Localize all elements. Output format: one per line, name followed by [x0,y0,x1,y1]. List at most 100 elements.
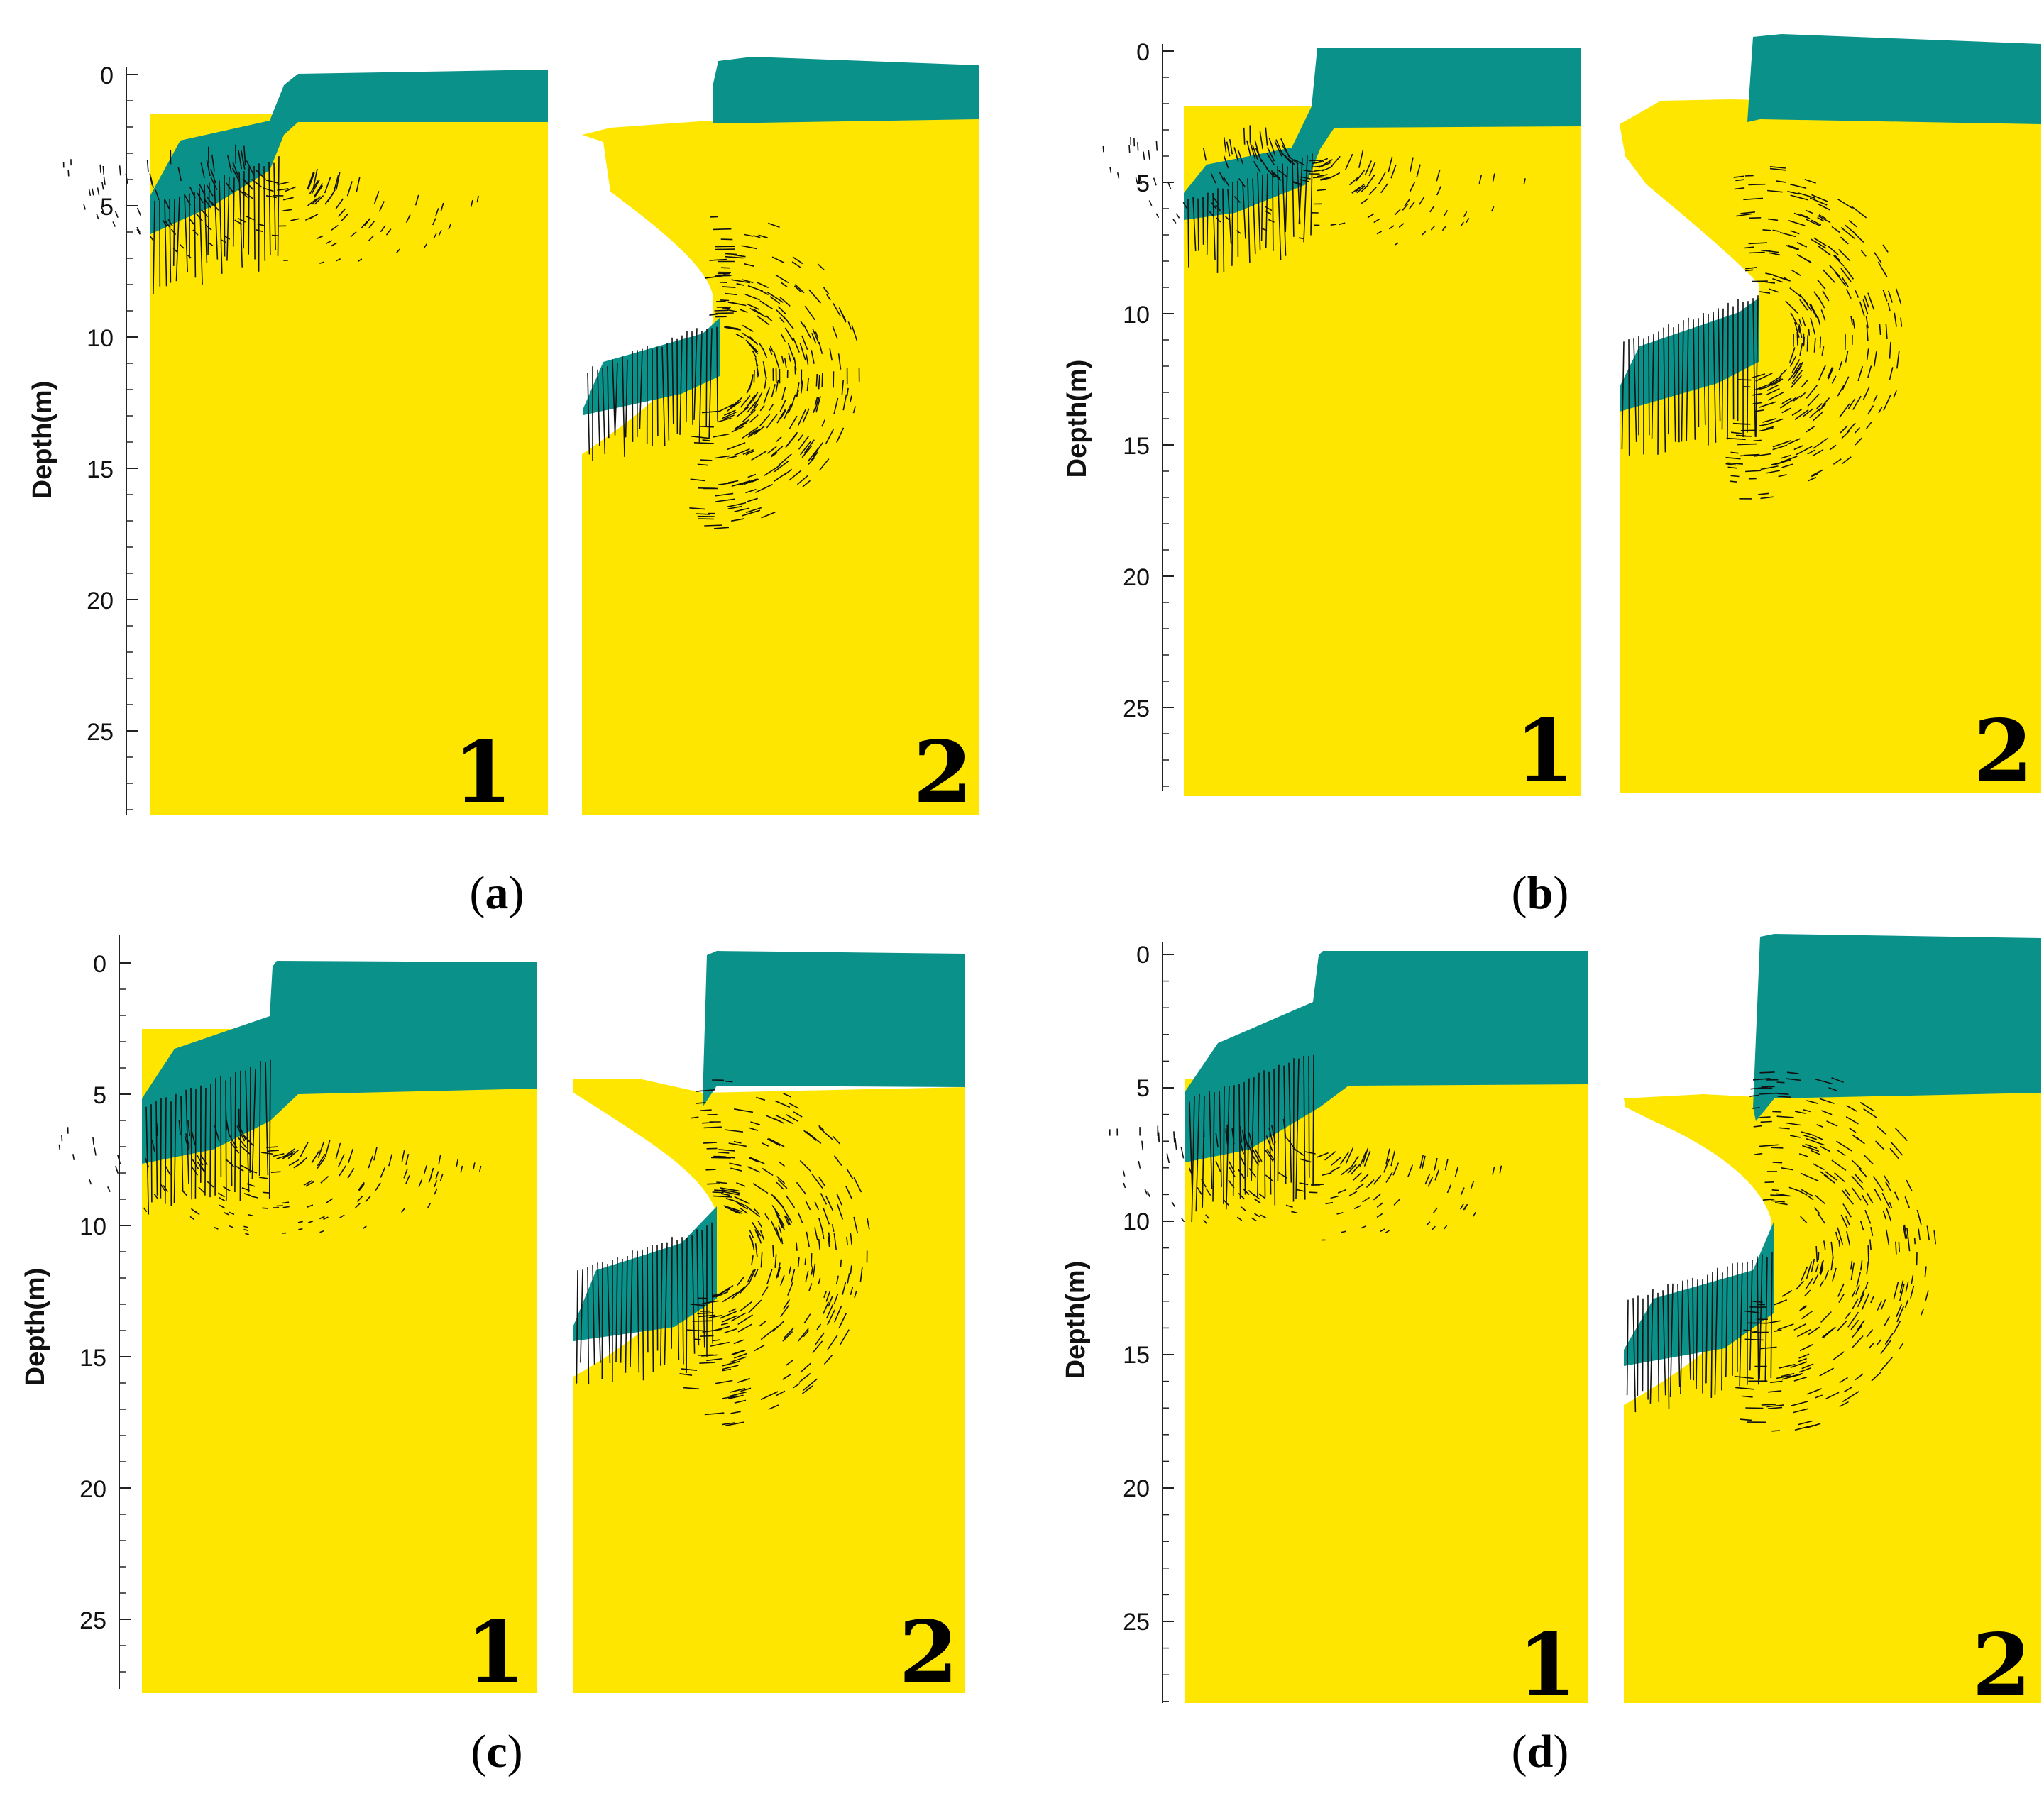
vector-arrow [1303,155,1308,243]
vector-arrow [1205,1214,1210,1220]
vector-arrow [1789,356,1797,367]
vector-arrow [373,1146,378,1161]
depth-axis-c: 0 5 10 15 20 25 Depth(m) [21,935,120,1689]
vector-arrow [155,189,160,201]
vector-arrow [1202,1096,1205,1208]
vector-arrow [776,436,782,442]
vector-arrow [772,1245,774,1257]
vector-arrow [1766,1320,1781,1324]
vector-arrow [1846,1105,1858,1113]
soil-body [573,1079,965,1693]
vector-arrow [206,184,214,197]
vector-arrow [676,1240,680,1361]
vector-arrow [246,160,255,177]
vector-arrow [1460,1187,1465,1196]
vector-arrow [751,478,759,483]
vector-arrow [358,258,363,263]
vector-arrow [1657,331,1659,455]
vector-arrow [1762,229,1771,231]
vector-arrow [145,1106,150,1215]
vector-arrow [199,188,203,285]
vector-arrow [1251,1077,1255,1181]
vector-arrow [753,235,761,238]
vector-arrow [1311,165,1323,168]
vector-arrow [307,172,315,190]
vector-arrow [245,1233,249,1235]
vector-arrow [724,1328,737,1334]
tick-label-20: 20 [1123,1475,1150,1502]
vector-arrow [852,406,856,414]
vector-arrow [1852,1134,1860,1141]
vector-arrow [1122,1170,1126,1177]
vector-arrow [1805,1277,1813,1290]
vector-arrow [1869,1239,1872,1250]
vector-arrow [1889,367,1894,380]
tick-label-25: 25 [87,719,114,746]
vector-arrow [1727,466,1737,469]
vector-arrow [1300,1158,1312,1163]
vector-arrow [1416,164,1421,178]
vector-arrow [1832,1267,1837,1282]
tick-label-5: 5 [1136,1075,1150,1102]
vector-arrow [1429,205,1435,213]
vector-arrow [1817,279,1826,290]
vector-arrow [1855,437,1863,446]
vector-arrow [734,507,750,512]
vector-arrow [771,452,778,458]
vector-arrow [1446,1184,1452,1194]
vector-arrow [229,1211,235,1216]
vector-arrow [232,177,235,247]
vector-arrow [1872,1176,1884,1191]
vector-arrow [1803,299,1812,312]
vector-arrow [1463,211,1468,217]
vector-arrow [303,1180,312,1186]
vector-arrow [1910,1285,1915,1299]
vector-arrow [1824,1269,1829,1281]
vector-arrow [1362,1196,1370,1203]
vector-arrow [693,442,714,444]
vector-arrow [164,199,170,209]
vector-arrow [263,187,274,192]
vector-arrow [1834,1172,1845,1183]
stage-a2: 2 [582,57,979,822]
vector-arrow [1788,220,1806,226]
vector-arrow [725,1206,742,1214]
vector-arrow [1265,1174,1274,1182]
panel-d: 0 5 10 15 20 25 Depth(m) 1 2 (d) [1061,934,2041,1778]
vector-arrow [339,1214,345,1218]
vector-arrow [1870,1227,1874,1236]
vector-arrow [1839,1401,1849,1408]
vector-arrow [691,331,693,425]
vector-arrow [745,339,759,353]
vector-arrow [796,1242,798,1251]
vector-arrow [307,198,317,206]
vector-arrow [1794,321,1800,338]
vector-arrow [385,228,392,236]
vector-arrow [1847,422,1856,433]
vector-arrow [1225,216,1231,221]
vector-arrow [1252,145,1259,160]
vector-arrow [746,303,760,310]
vector-arrow [1754,382,1773,391]
vector-arrow [1779,368,1788,376]
vector-arrow [403,1169,408,1179]
vector-arrow [1877,1301,1882,1311]
vector-arrow [125,173,128,184]
vector-arrow [1772,1111,1782,1113]
vector-arrow [231,167,241,182]
vector-arrow [1755,373,1773,382]
vector-arrow [1894,312,1897,327]
vector-arrow [1781,1372,1795,1377]
vector-arrow [1809,304,1818,318]
vector-arrow [1749,217,1762,219]
vector-arrow [775,1100,791,1108]
vector-arrow [1838,248,1851,262]
vector-arrow [683,1387,700,1390]
vector-arrow [1807,393,1820,407]
vector-arrow [647,1247,649,1353]
vector-arrow [718,1151,730,1154]
vector-arrow [780,1219,784,1226]
vector-arrow [1373,1174,1382,1185]
vector-arrow [854,1291,857,1299]
vector-arrow [724,253,737,255]
